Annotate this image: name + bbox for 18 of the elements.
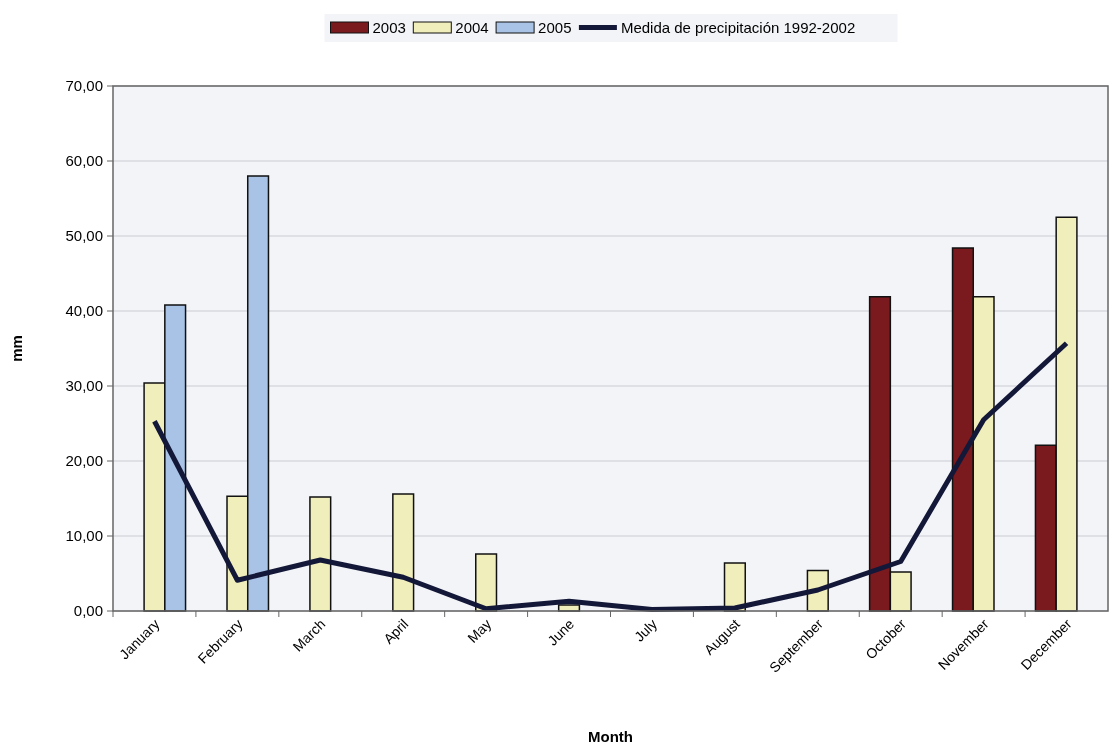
y-tick-label: 30,00: [65, 377, 103, 395]
y-tick-label: 0,00: [73, 602, 103, 620]
y-tick-label: 20,00: [65, 452, 103, 470]
y-tick-label: 60,00: [65, 152, 103, 170]
x-tick-label: May: [464, 615, 495, 646]
x-axis-title: Month: [588, 728, 633, 745]
legend-label: Medida de precipitación 1992-2002: [620, 19, 856, 36]
x-tick-label: July: [631, 615, 661, 645]
legend-label: 2003: [372, 19, 406, 36]
y-axis-title: mm: [8, 335, 25, 362]
bar: [309, 496, 332, 612]
legend-label: 2005: [538, 19, 572, 36]
y-tick-label: 10,00: [65, 527, 103, 545]
y-tick-label: 50,00: [65, 227, 103, 245]
bar: [392, 493, 415, 612]
y-tick-label: 70,00: [65, 77, 103, 95]
legend-label: 2004: [455, 19, 489, 36]
y-tick-label: 40,00: [65, 302, 103, 320]
